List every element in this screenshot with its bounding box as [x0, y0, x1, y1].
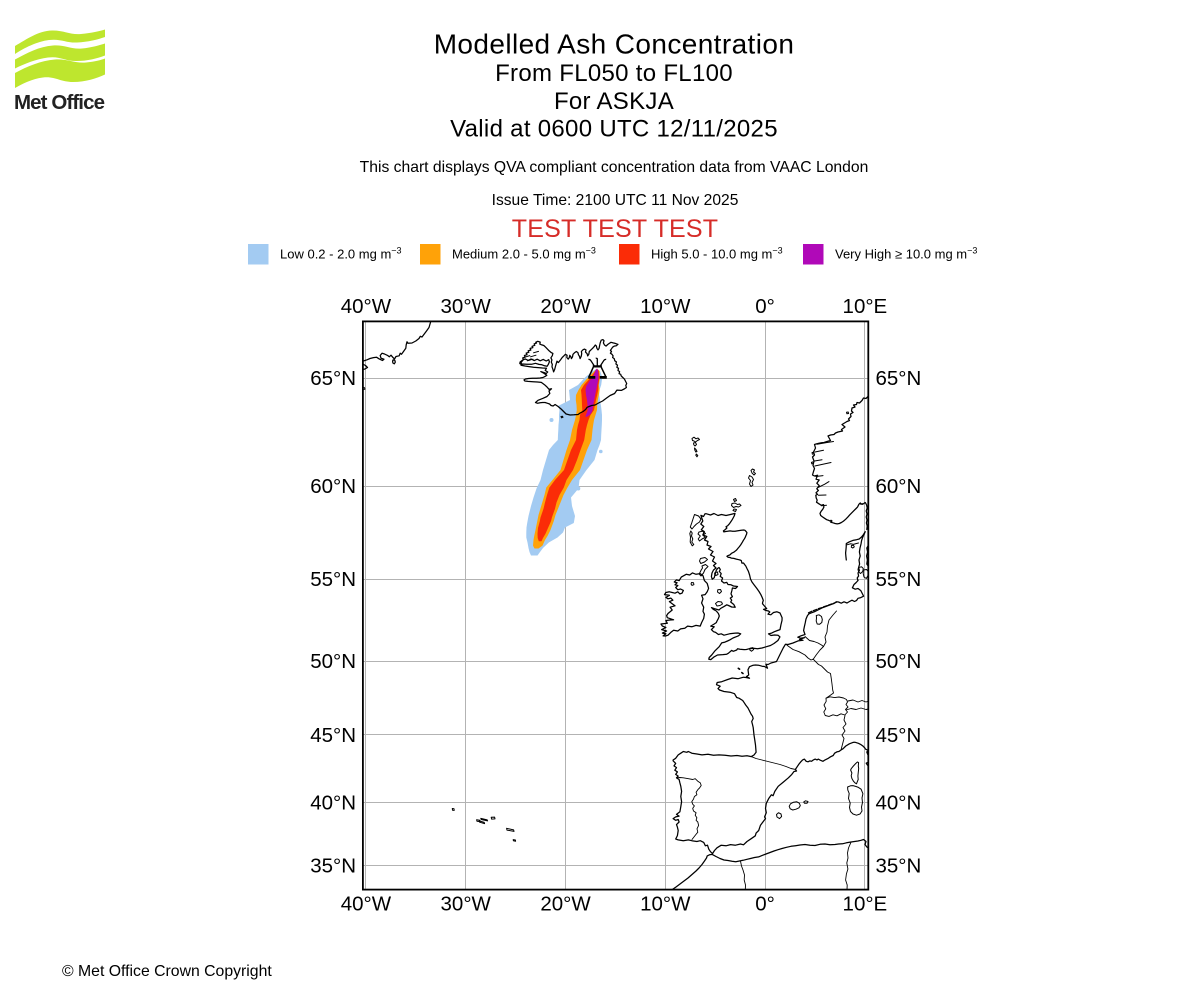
svg-text:High 5.0 - 10.0 mg m−3: High 5.0 - 10.0 mg m−3 [651, 246, 783, 262]
svg-text:60°N: 60°N [876, 475, 922, 498]
svg-text:Low 0.2 - 2.0 mg m−3: Low 0.2 - 2.0 mg m−3 [280, 246, 402, 262]
svg-text:10°E: 10°E [843, 892, 888, 915]
svg-text:35°N: 35°N [310, 854, 356, 877]
svg-text:This chart displays QVA compli: This chart displays QVA compliant concen… [360, 159, 869, 176]
svg-text:Medium 2.0 - 5.0 mg m−3: Medium 2.0 - 5.0 mg m−3 [452, 246, 596, 262]
svg-text:From FL050 to FL100: From FL050 to FL100 [495, 60, 733, 87]
svg-text:20°W: 20°W [540, 892, 591, 915]
svg-text:10°W: 10°W [640, 295, 691, 318]
svg-text:65°N: 65°N [310, 367, 356, 390]
svg-text:40°W: 40°W [341, 295, 392, 318]
svg-text:For ASKJA: For ASKJA [554, 88, 674, 115]
svg-text:55°N: 55°N [876, 568, 922, 591]
svg-text:Modelled Ash Concentration: Modelled Ash Concentration [434, 29, 795, 60]
svg-text:50°N: 50°N [310, 650, 356, 673]
svg-text:55°N: 55°N [310, 568, 356, 591]
svg-text:60°N: 60°N [310, 475, 356, 498]
svg-text:0°: 0° [755, 892, 775, 915]
svg-text:45°N: 45°N [310, 724, 356, 747]
svg-text:40°W: 40°W [341, 892, 392, 915]
svg-text:30°W: 30°W [441, 892, 492, 915]
svg-text:35°N: 35°N [876, 854, 922, 877]
svg-text:30°W: 30°W [441, 295, 492, 318]
svg-text:TEST TEST TEST: TEST TEST TEST [512, 215, 719, 243]
svg-text:Very High ≥ 10.0 mg m−3: Very High ≥ 10.0 mg m−3 [835, 246, 977, 262]
svg-text:45°N: 45°N [876, 724, 922, 747]
svg-text:10°W: 10°W [640, 892, 691, 915]
svg-text:40°N: 40°N [876, 792, 922, 815]
svg-text:Valid at 0600 UTC 12/11/2025: Valid at 0600 UTC 12/11/2025 [450, 115, 778, 142]
svg-text:0°: 0° [755, 295, 775, 318]
svg-text:65°N: 65°N [876, 367, 922, 390]
svg-text:Met Office: Met Office [14, 91, 105, 114]
svg-text:50°N: 50°N [876, 650, 922, 673]
svg-text:20°W: 20°W [540, 295, 591, 318]
svg-text:40°N: 40°N [310, 792, 356, 815]
svg-text:10°E: 10°E [843, 295, 888, 318]
svg-text:Issue Time: 2100 UTC 11 Nov 20: Issue Time: 2100 UTC 11 Nov 2025 [492, 192, 739, 209]
svg-text:© Met Office Crown Copyright: © Met Office Crown Copyright [62, 963, 272, 980]
